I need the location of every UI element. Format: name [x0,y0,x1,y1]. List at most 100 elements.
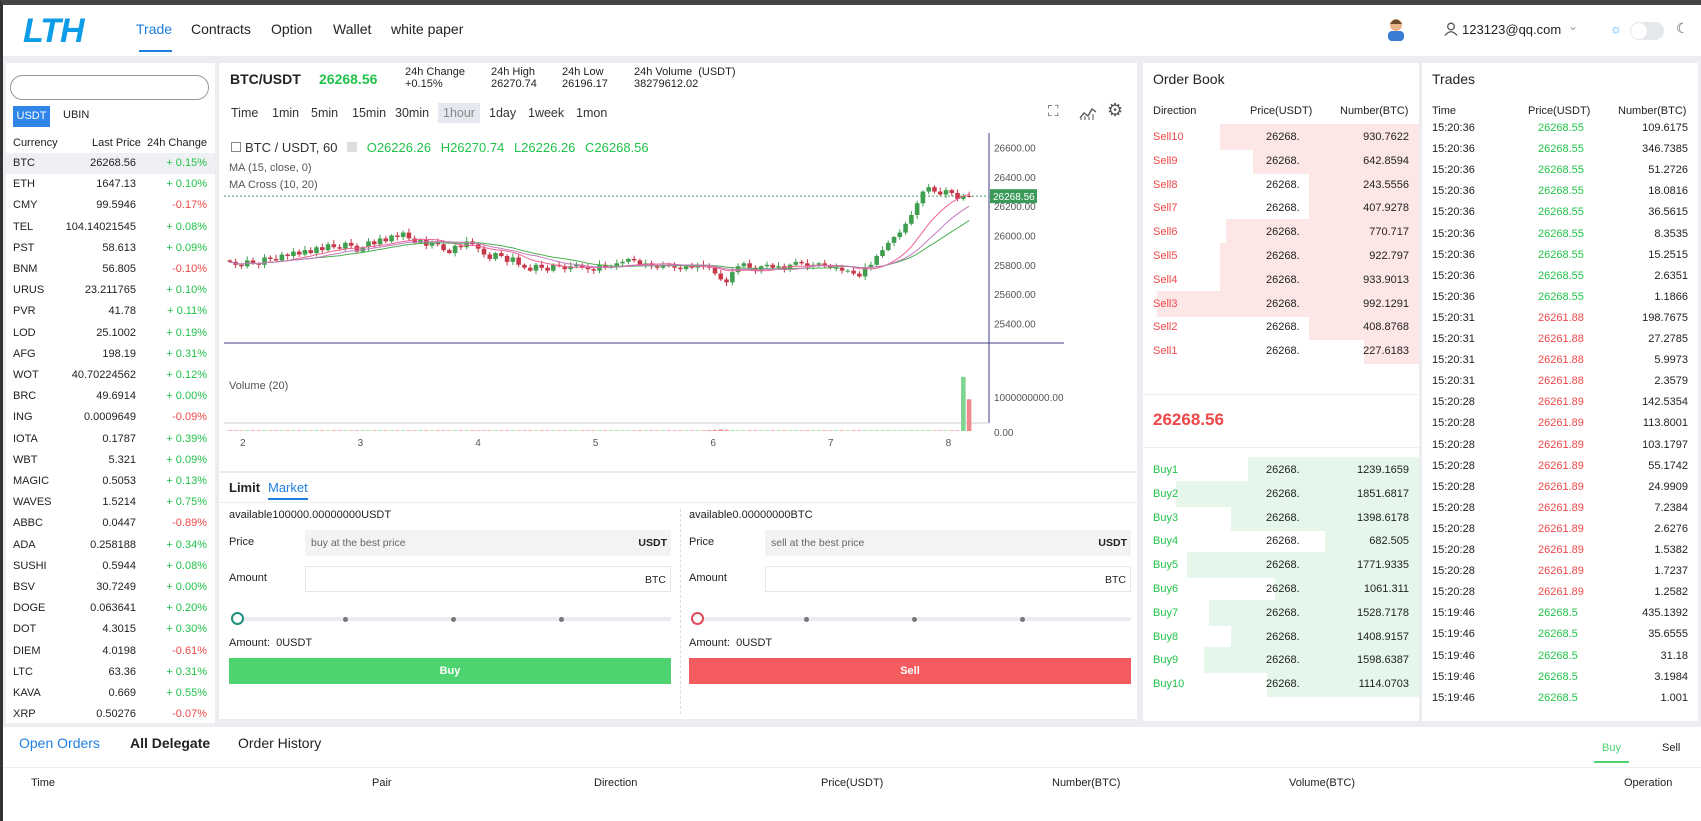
slider-tick[interactable] [451,617,456,622]
ob-buy-row[interactable]: Buy1 26268. 1239.1659 [1143,457,1419,483]
timeframe-1day[interactable]: 1day [489,106,517,120]
ob-buy-row[interactable]: Buy3 26268. 1398.6178 [1143,504,1419,531]
ob-buy-row[interactable]: Buy7 26268. 1528.7178 [1143,599,1419,626]
sell-slider-handle[interactable] [691,612,704,625]
market-row[interactable]: BTC 26268.56 + 0.15% [6,153,215,174]
market-row[interactable]: DOT 4.3015 + 0.30% [6,619,215,640]
timeframe-Time[interactable]: Time [231,106,259,120]
theme-toggle[interactable] [1630,22,1664,40]
market-row[interactable]: ING 0.0009649 -0.09% [6,407,215,428]
market-row[interactable]: BRC 49.6914 + 0.00% [6,386,215,407]
market-row[interactable]: TEL 104.14021545 + 0.08% [6,217,215,238]
filter-sell[interactable]: Sell [1662,742,1681,754]
market-row[interactable]: ETH 1647.13 + 0.10% [6,174,215,195]
timeframe-1mon[interactable]: 1mon [576,106,608,120]
ob-sell-row[interactable]: Sell2 26268. 408.8768 [1143,314,1419,341]
market-row[interactable]: LTC 63.36 + 0.31% [6,662,215,683]
ob-sell-row[interactable]: Sell5 26268. 922.797 [1143,243,1419,269]
market-row[interactable]: SUSHI 0.5944 + 0.08% [6,556,215,577]
market-row[interactable]: WOT 40.70224562 + 0.12% [6,365,215,386]
nav-wallet[interactable]: Wallet [333,21,372,37]
support-agent-icon[interactable] [1384,17,1408,41]
timeframe-30min[interactable]: 30min [395,106,430,120]
market-row[interactable]: DOGE 0.063641 + 0.20% [6,598,215,619]
slider-tick[interactable] [912,617,917,622]
market-row[interactable]: BNM 56.805 -0.10% [6,259,215,280]
collapse-legend-icon[interactable] [231,142,241,152]
market-price: 40.70224562 [71,369,136,381]
ob-buy-row[interactable]: Buy6 26268. 1061.311 [1143,576,1419,602]
market-row[interactable]: KAVA 0.669 + 0.55% [6,683,215,704]
market-row[interactable]: WBT 5.321 + 0.09% [6,450,215,471]
market-row[interactable]: WAVES 1.5214 + 0.75% [6,492,215,513]
sell-slider[interactable] [691,617,1131,621]
timeframe-1week[interactable]: 1week [528,106,565,120]
tab-limit[interactable]: Limit [229,480,261,495]
market-row[interactable]: LOD 25.1002 + 0.19% [6,323,215,344]
indicators-icon[interactable] [1079,105,1097,121]
tab-open-orders[interactable]: Open Orders [19,735,100,751]
filter-buy[interactable]: Buy [1594,742,1629,763]
market-search-input[interactable] [10,75,209,100]
sell-amount-input[interactable]: BTC [765,566,1131,592]
ob-sell-row[interactable]: Sell9 26268. 642.8594 [1143,147,1419,174]
market-row[interactable]: ADA 0.258188 + 0.34% [6,535,215,556]
nav-option[interactable]: Option [271,21,313,37]
nav-contracts[interactable]: Contracts [191,21,251,37]
candlestick-chart[interactable]: 26600.00 26400.00 26200.00 26000.00 25800.00… [224,133,1134,471]
market-row[interactable]: MAGIC 0.5053 + 0.13% [6,471,215,492]
timeframe-1min[interactable]: 1min [272,106,300,120]
buy-amount-input[interactable]: BTC [305,566,671,592]
settings-gear-icon[interactable]: ⚙ [1107,100,1124,120]
ob-sell-row[interactable]: Sell8 26268. 243.5556 [1143,171,1419,198]
market-row[interactable]: CMY 99.5946 -0.17% [6,195,215,216]
sell-price-input[interactable]: sell at the best price USDT [765,530,1131,556]
buy-button[interactable]: Buy [229,658,671,684]
ob-buy-row[interactable]: Buy10 26268. 1114.0703 [1143,671,1419,698]
slider-tick[interactable] [804,617,809,622]
market-row[interactable]: XRP 0.50276 -0.07% [6,704,215,723]
ob-buy-row[interactable]: Buy8 26268. 1408.9157 [1143,623,1419,650]
ob-sell-row[interactable]: Sell7 26268. 407.9278 [1143,195,1419,222]
tab-ubin[interactable]: UBIN [63,109,90,121]
ob-sell-row[interactable]: Sell3 26268. 992.1291 [1143,290,1419,317]
market-row[interactable]: URUS 23.211765 + 0.10% [6,280,215,301]
fullscreen-icon[interactable]: ⛶ [1048,103,1059,120]
tab-all-delegate[interactable]: All Delegate [130,735,211,751]
legend-settings-icon[interactable] [347,142,358,152]
buy-slider-handle[interactable] [231,612,244,625]
candle-body [776,266,781,268]
market-row[interactable]: AFG 198.19 + 0.31% [6,344,215,365]
timeframe-5min[interactable]: 5min [311,106,339,120]
nav-white-paper[interactable]: white paper [391,21,464,37]
slider-tick[interactable] [343,617,348,622]
ob-sell-row[interactable]: Sell1 26268. 227.6183 [1143,338,1419,365]
market-row[interactable]: BSV 30.7249 + 0.00% [6,577,215,598]
ob-buy-row[interactable]: Buy9 26268. 1598.6387 [1143,647,1419,674]
ob-buy-row[interactable]: Buy4 26268. 682.505 [1143,528,1419,555]
ob-sell-row[interactable]: Sell6 26268. 770.717 [1143,219,1419,246]
nav-trade[interactable]: Trade [136,21,173,37]
ob-buy-row[interactable]: Buy2 26268. 1851.6817 [1143,480,1419,507]
slider-tick[interactable] [559,617,564,622]
timeframe-1hour[interactable]: 1hour [438,103,480,123]
market-row[interactable]: DIEM 4.0198 -0.61% [6,641,215,662]
ob-sell-row[interactable]: Sell10 26268. 930.7622 [1143,124,1419,150]
market-row[interactable]: PVR 41.78 + 0.11% [6,301,215,322]
user-email[interactable]: 123123@qq.com [1462,22,1562,37]
market-row[interactable]: IOTA 0.1787 + 0.39% [6,429,215,450]
tab-usdt[interactable]: USDT [13,106,50,127]
slider-tick[interactable] [1020,617,1025,622]
volume-bar [377,430,383,431]
sell-button[interactable]: Sell [689,658,1131,684]
chevron-down-icon[interactable]: ⌄ [1568,19,1579,33]
trade-time: 15:20:28 [1432,501,1475,514]
market-row[interactable]: ABBC 0.0447 -0.89% [6,513,215,534]
ob-sell-row[interactable]: Sell4 26268. 933.9013 [1143,266,1419,293]
buy-price-input[interactable]: buy at the best price USDT [305,530,671,556]
ob-buy-row[interactable]: Buy5 26268. 1771.9335 [1143,552,1419,579]
timeframe-15min[interactable]: 15min [352,106,387,120]
tab-market[interactable]: Market [268,480,308,500]
market-row[interactable]: PST 58.613 + 0.09% [6,238,215,259]
tab-order-history[interactable]: Order History [238,735,322,751]
